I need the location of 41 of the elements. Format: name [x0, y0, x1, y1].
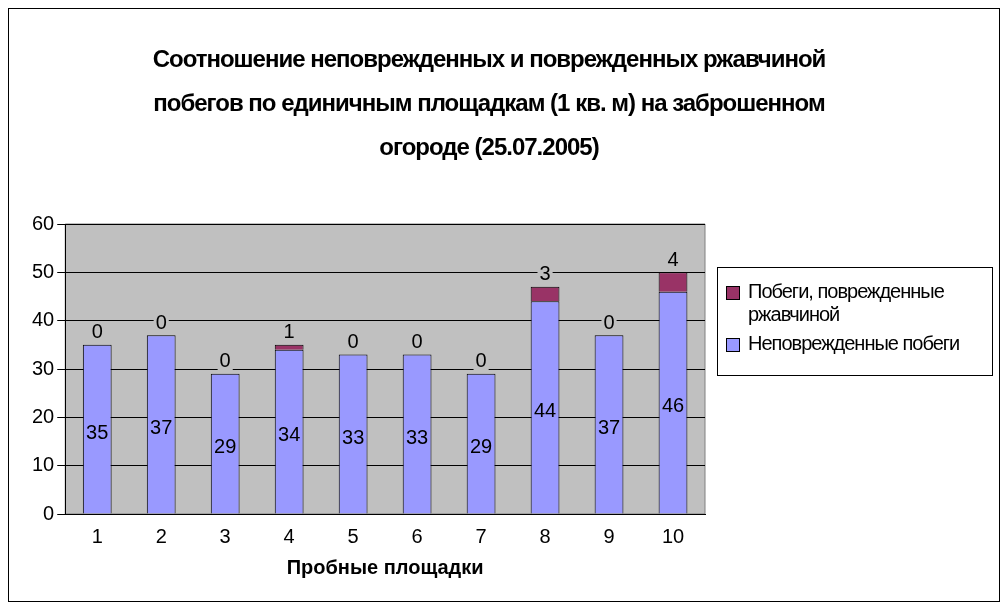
data-label: 0	[155, 310, 167, 333]
x-tick-label: 1	[91, 524, 103, 547]
data-label: 29	[214, 435, 237, 458]
legend-label: Неповрежденные побеги	[748, 332, 960, 355]
data-label: 1	[283, 320, 295, 343]
x-tick-label: 9	[603, 524, 615, 547]
x-axis-title: Пробные площадки	[286, 555, 484, 578]
y-tick-label: 10	[32, 453, 55, 476]
x-tick-label: 6	[411, 524, 423, 547]
y-tick-label: 60	[32, 211, 55, 234]
chart-title: Соотношение неповрежденных и поврежденных ржавчиной побегов по единичным площадкам (1 кв. м) на заброшенном огороде (25.07.2005)	[151, 44, 827, 162]
data-label: 34	[278, 423, 301, 446]
x-tick-label: 4	[283, 524, 295, 547]
data-label: 0	[91, 320, 103, 343]
data-label: 37	[150, 415, 173, 438]
data-label: 33	[405, 425, 429, 448]
x-tick-label: 3	[219, 524, 231, 547]
data-label: 4	[667, 247, 679, 270]
y-tick-label: 0	[43, 501, 55, 524]
y-tick-label: 50	[32, 259, 55, 282]
data-label: 3	[539, 262, 551, 285]
legend-label: Побеги, поврежденные ржавчиной	[748, 280, 945, 326]
data-label: 0	[219, 349, 231, 372]
x-tick-label: 5	[347, 524, 359, 547]
x-tick-label: 7	[475, 524, 487, 547]
data-label: 35	[86, 420, 109, 443]
x-tick-label: 2	[155, 524, 167, 547]
data-label: 29	[469, 435, 493, 458]
data-label: 0	[475, 349, 487, 372]
x-tick-label: 10	[661, 524, 685, 547]
data-label: 37	[597, 415, 621, 438]
y-tick-label: 20	[32, 404, 55, 427]
data-label: 44	[533, 398, 557, 421]
data-label: 0	[347, 330, 359, 353]
x-tick-label: 8	[539, 524, 551, 547]
y-tick-label: 30	[32, 356, 55, 379]
y-tick-label: 40	[32, 308, 55, 331]
data-label: 0	[603, 310, 615, 333]
data-label: 33	[342, 425, 365, 448]
data-label: 46	[661, 394, 685, 417]
data-label: 0	[411, 330, 423, 353]
